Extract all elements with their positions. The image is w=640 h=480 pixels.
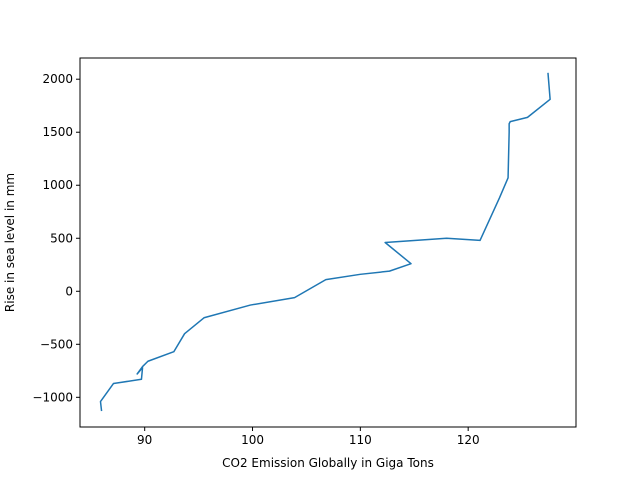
x-tick-label: 120 bbox=[457, 433, 480, 447]
y-axis-label: Rise in sea level in mm bbox=[3, 173, 17, 312]
x-axis-label: CO2 Emission Globally in Giga Tons bbox=[222, 456, 434, 470]
y-tick-label: 500 bbox=[50, 231, 73, 245]
y-tick-label: 1500 bbox=[42, 125, 73, 139]
x-tick-label: 90 bbox=[137, 433, 152, 447]
y-tick-label: −500 bbox=[40, 337, 73, 351]
series-line-0 bbox=[99, 72, 551, 412]
x-tick-label: 100 bbox=[241, 433, 264, 447]
y-tick-label: 1000 bbox=[42, 178, 73, 192]
axis-ticks: 90 100 110 120 −1000 −500 0 500 1000 1500 2000 bbox=[32, 72, 479, 447]
plot-area bbox=[99, 72, 551, 412]
axes-frame bbox=[79, 57, 577, 428]
y-tick-label: −1000 bbox=[32, 390, 73, 404]
y-tick-label: 0 bbox=[65, 284, 73, 298]
y-tick-label: 2000 bbox=[42, 72, 73, 86]
x-tick-label: 110 bbox=[349, 433, 372, 447]
